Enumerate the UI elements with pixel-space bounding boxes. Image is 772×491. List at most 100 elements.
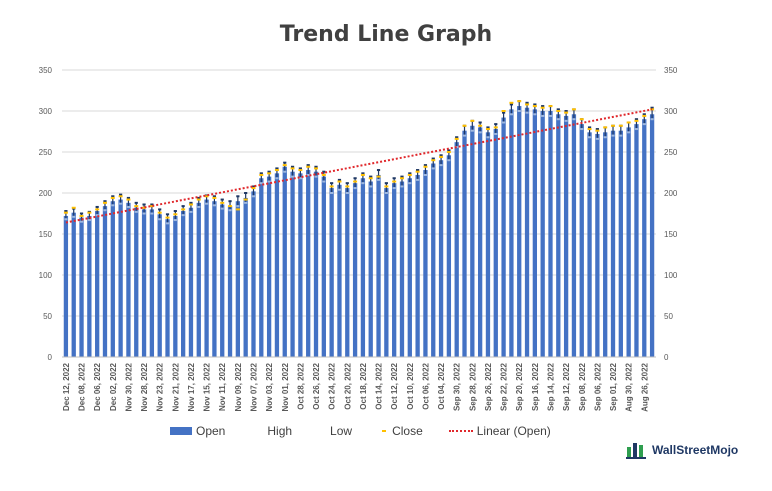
marker-close (79, 214, 84, 217)
marker-high (416, 169, 420, 172)
marker-high (634, 118, 639, 121)
bar-open (321, 176, 326, 357)
x-tick-label: Oct 06, 2022 (421, 362, 430, 409)
bar-open (470, 125, 475, 357)
marker-low (119, 202, 123, 205)
x-tick-label: Aug 26, 2022 (640, 362, 649, 411)
legend-item-close: Close (378, 424, 423, 438)
legend-linear-swatch (448, 430, 473, 432)
x-tick-label: Nov 15, 2022 (203, 362, 212, 411)
bar-open (63, 215, 69, 357)
marker-high (173, 210, 177, 213)
x-tick-label: Sep 26, 2022 (484, 362, 493, 411)
marker-high (423, 164, 428, 167)
marker-high (595, 128, 599, 131)
x-tick-label: Sep 01, 2022 (609, 362, 618, 411)
marker-close (134, 205, 139, 208)
marker-low (142, 212, 146, 215)
marker-low (392, 187, 396, 190)
x-tick-label: Oct 28, 2022 (296, 362, 305, 409)
marker-high (486, 126, 490, 129)
bar-open (173, 215, 178, 357)
marker-close (478, 124, 483, 127)
marker-close (579, 118, 584, 121)
marker-high (587, 126, 592, 129)
marker-low (275, 177, 279, 180)
marker-close (126, 198, 131, 201)
marker-close (212, 196, 217, 199)
bar-open (399, 181, 405, 357)
y-tick-label-left: 250 (39, 148, 53, 157)
marker-low (189, 210, 193, 213)
marker-low (165, 222, 170, 225)
bar-open (157, 214, 162, 357)
marker-low (587, 136, 592, 139)
x-tick-label: Sep 30, 2022 (453, 362, 462, 411)
marker-high (244, 192, 248, 194)
x-tick-label: Nov 21, 2022 (171, 362, 180, 411)
bar-open (642, 119, 647, 357)
x-tick-label: Oct 18, 2022 (359, 362, 368, 409)
marker-low (87, 219, 91, 222)
marker-close (368, 177, 373, 180)
marker-high (564, 110, 568, 112)
bar-open (235, 201, 241, 357)
marker-close (329, 185, 334, 188)
x-tick-label: Oct 04, 2022 (437, 362, 446, 409)
marker-high (95, 205, 99, 208)
marker-low (431, 167, 435, 170)
bar-open (337, 184, 342, 357)
marker-low (455, 146, 459, 149)
marker-close (431, 159, 436, 162)
bar-open (220, 204, 225, 357)
marker-low (111, 204, 115, 207)
marker-high (330, 182, 334, 185)
marker-high (478, 121, 482, 124)
bar-open (243, 197, 248, 357)
marker-high (267, 170, 271, 173)
bar-open (188, 207, 194, 357)
bar-open (313, 171, 319, 357)
marker-low (447, 159, 451, 162)
marker-low (509, 113, 514, 116)
marker-low (517, 110, 521, 112)
marker-low (595, 137, 599, 140)
x-tick-label: Dec 06, 2022 (93, 362, 102, 411)
x-tick-label: Nov 09, 2022 (234, 362, 243, 411)
marker-high (290, 165, 295, 168)
marker-close (142, 206, 147, 209)
marker-high (228, 200, 232, 203)
x-tick-label: Oct 26, 2022 (312, 362, 321, 409)
marker-high (642, 113, 646, 116)
marker-high (353, 177, 357, 180)
marker-low (72, 215, 76, 218)
marker-close (118, 195, 123, 198)
marker-high (556, 108, 560, 111)
marker-high (501, 111, 506, 114)
bar-open (79, 217, 84, 357)
marker-high (111, 195, 115, 198)
marker-low (79, 220, 84, 223)
marker-low (478, 131, 482, 134)
marker-low (251, 195, 256, 198)
marker-low (423, 173, 428, 176)
marker-high (189, 201, 193, 204)
y-tick-label-left: 200 (39, 189, 53, 198)
marker-low (572, 118, 576, 121)
legend-open-label: Open (196, 424, 226, 438)
marker-low (408, 182, 412, 185)
marker-low (369, 185, 373, 188)
marker-close (337, 180, 342, 183)
x-tick-label: Sep 14, 2022 (546, 362, 555, 411)
marker-high (447, 149, 451, 152)
marker-low (634, 128, 639, 131)
marker-close (95, 208, 100, 211)
marker-close (415, 170, 420, 173)
bar-open (610, 130, 616, 357)
bar-open (368, 181, 373, 357)
marker-close (618, 124, 623, 127)
bar-open (87, 215, 92, 357)
marker-close (298, 169, 303, 172)
marker-close (493, 126, 498, 129)
marker-close (626, 121, 631, 124)
